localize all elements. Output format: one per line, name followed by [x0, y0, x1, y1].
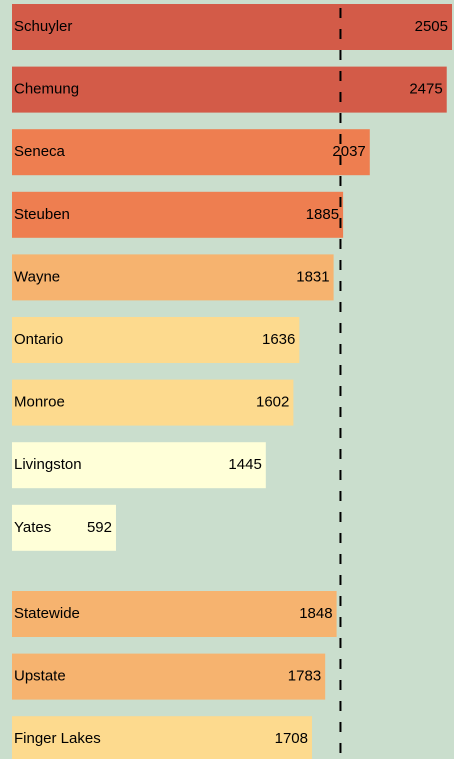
- bar: [12, 379, 294, 426]
- category-label: Chemung: [14, 81, 79, 98]
- bar: [12, 504, 116, 551]
- value-label: 1848: [299, 605, 332, 622]
- value-label: 2475: [409, 81, 442, 98]
- bar: [12, 191, 344, 238]
- value-label: 2505: [415, 18, 448, 35]
- value-label: 2037: [332, 143, 365, 160]
- category-label: Livingston: [14, 456, 82, 473]
- category-label: Finger Lakes: [14, 730, 101, 747]
- category-label: Yates: [14, 519, 51, 536]
- category-label: Monroe: [14, 394, 65, 411]
- bar: [12, 254, 334, 301]
- bar: [12, 591, 337, 637]
- value-label: 1602: [256, 394, 289, 411]
- bar: [12, 653, 326, 700]
- category-label: Schuyler: [14, 18, 72, 35]
- value-label: 1445: [228, 456, 261, 473]
- category-label: Statewide: [14, 605, 80, 622]
- value-label: 592: [87, 519, 112, 536]
- value-label: 1636: [262, 331, 295, 348]
- category-label: Upstate: [14, 668, 66, 685]
- bar: [12, 129, 370, 176]
- category-label: Wayne: [14, 268, 60, 285]
- value-label: 1885: [306, 206, 339, 223]
- category-label: Ontario: [14, 331, 63, 348]
- category-label: Seneca: [14, 143, 66, 160]
- value-label: 1783: [288, 668, 321, 685]
- value-label: 1831: [296, 268, 329, 285]
- bar: [12, 442, 266, 489]
- category-label: Steuben: [14, 206, 70, 223]
- bar: [12, 317, 300, 363]
- value-label: 1708: [275, 730, 308, 747]
- bar: [12, 716, 313, 759]
- bar: [12, 66, 447, 113]
- bar: [12, 4, 452, 50]
